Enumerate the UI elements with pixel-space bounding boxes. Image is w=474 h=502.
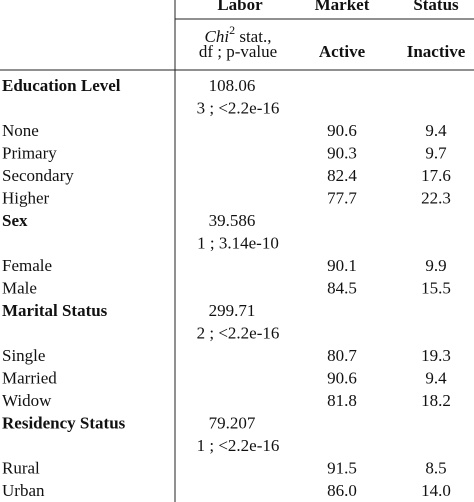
active-value: 91.5: [327, 458, 357, 477]
level-label: Urban: [2, 481, 45, 500]
test-value: 3 ; <2.2e-16: [197, 98, 280, 117]
inactive-value: 14.0: [421, 481, 451, 500]
stat-value: 79.207: [209, 413, 256, 432]
inactive-value: 9.7: [425, 143, 447, 162]
group-label: Education Level: [2, 76, 121, 95]
level-label: Male: [2, 278, 37, 297]
level-label: Married: [2, 368, 57, 387]
level-label: None: [2, 121, 39, 140]
header-cell: Status: [413, 0, 459, 14]
group-label: Marital Status: [2, 301, 108, 320]
level-label: Rural: [2, 458, 40, 477]
stat-header-rest: stat.,: [235, 27, 271, 46]
active-value: 90.1: [327, 256, 357, 275]
inactive-value: 9.9: [425, 256, 446, 275]
active-value: 84.5: [327, 278, 357, 297]
inactive-value: 22.3: [421, 188, 451, 207]
active-value: 90.6: [327, 121, 357, 140]
active-value: 90.6: [327, 368, 357, 387]
header-cell: Labor: [217, 0, 263, 14]
header-cell: Inactive: [407, 42, 466, 61]
test-value: 1 ; 3.14e-10: [197, 233, 279, 252]
stat-value: 39.586: [209, 211, 256, 230]
header-cell: Active: [319, 42, 366, 61]
level-label: Female: [2, 256, 52, 275]
stat-header: Chi2 stat.,: [205, 23, 272, 46]
inactive-value: 9.4: [425, 368, 447, 387]
active-value: 77.7: [327, 188, 357, 207]
test-value: 2 ; <2.2e-16: [197, 323, 280, 342]
group-label: Sex: [2, 211, 28, 230]
group-label: Residency Status: [2, 413, 126, 432]
active-value: 81.8: [327, 391, 357, 410]
level-label: Higher: [2, 188, 50, 207]
active-value: 82.4: [327, 166, 357, 185]
inactive-value: 8.5: [425, 458, 446, 477]
stat-value: 108.06: [209, 76, 256, 95]
level-label: Secondary: [2, 166, 74, 185]
level-label: Single: [2, 346, 45, 365]
inactive-value: 15.5: [421, 278, 451, 297]
stat-header-sup: 2: [229, 23, 235, 37]
inactive-value: 19.3: [421, 346, 451, 365]
level-label: Primary: [2, 143, 57, 162]
level-label: Widow: [2, 391, 52, 410]
test-value: 1 ; <2.2e-16: [197, 436, 280, 455]
stat-value: 299.71: [209, 301, 256, 320]
inactive-value: 17.6: [421, 166, 451, 185]
inactive-value: 18.2: [421, 391, 451, 410]
stat-header: df ; p-value: [199, 42, 277, 61]
inactive-value: 9.4: [425, 121, 447, 140]
stat-header-chi: Chi: [205, 27, 230, 46]
active-value: 86.0: [327, 481, 357, 500]
header-cell: Market: [315, 0, 370, 14]
active-value: 80.7: [327, 346, 357, 365]
active-value: 90.3: [327, 143, 357, 162]
